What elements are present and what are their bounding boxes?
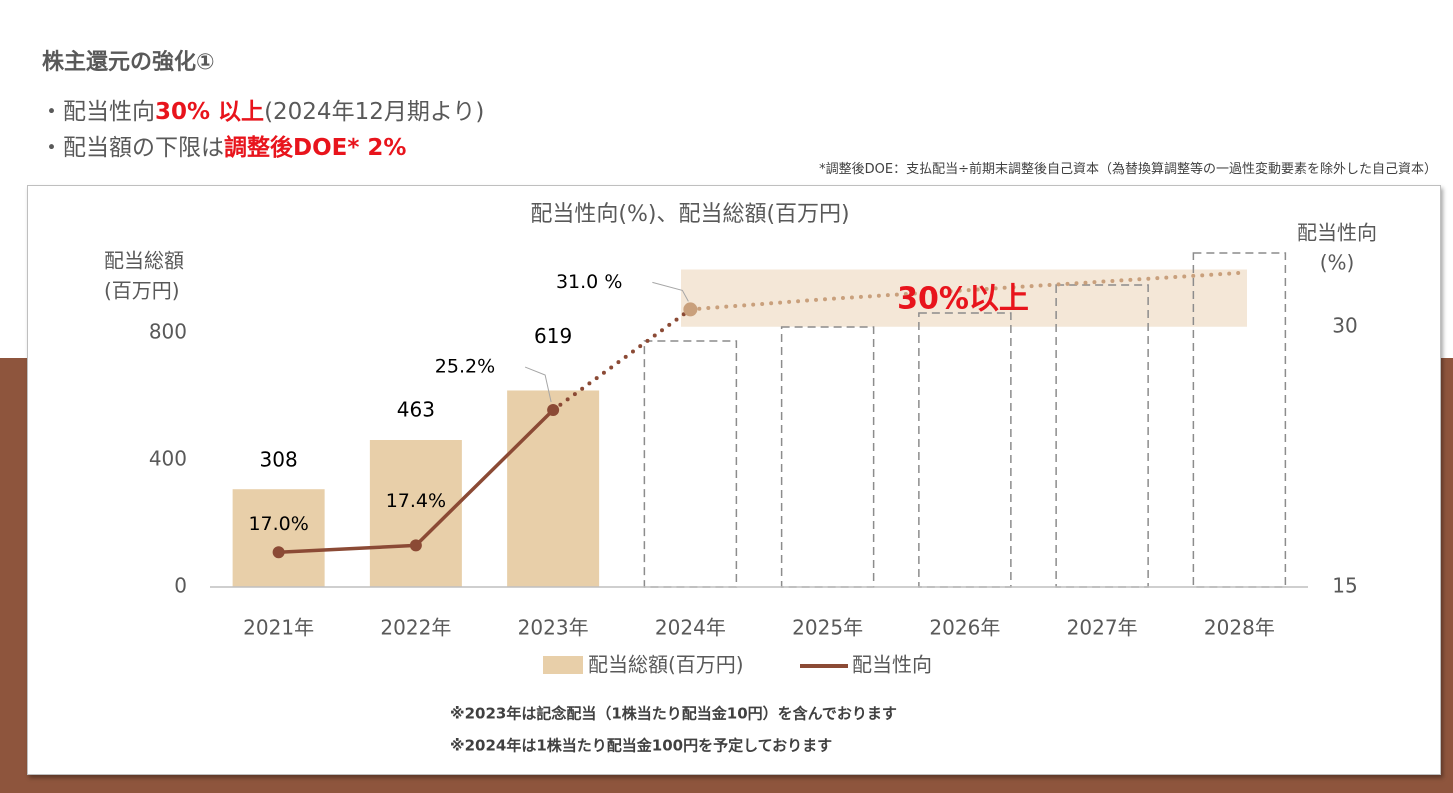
x-tick-label: 2024年 xyxy=(655,616,726,640)
x-tick-label: 2026年 xyxy=(929,616,1000,640)
footnote: *調整後DOE：支払配当÷前期末調整後自己資本（為替換算調整等の一過性変動要素を… xyxy=(819,162,1437,177)
bullet-text: ・配当額の下限は xyxy=(40,135,224,161)
bar-value-label: 619 xyxy=(534,324,572,348)
payout-point xyxy=(272,546,285,559)
bar xyxy=(507,390,600,587)
payout-value-label: 17.4% xyxy=(386,490,446,512)
y-tick-label: 400 xyxy=(149,447,187,471)
planned-bar xyxy=(1055,284,1149,588)
x-tick-label: 2022年 xyxy=(380,616,451,640)
bullet-text: 30% 以上 xyxy=(155,99,265,125)
band-label: 30%以上 xyxy=(897,282,1029,317)
payout-value-label: 31.0 % xyxy=(556,271,622,293)
payout-point xyxy=(547,404,560,417)
legend-label: 配当性向 xyxy=(852,653,932,677)
bullet: ・配当額の下限は調整後DOE* 2% xyxy=(40,128,406,162)
note: ※2024年は1株当たり配当金100円を予定しております xyxy=(450,737,832,755)
y-axis-title: (百万円) xyxy=(104,279,180,303)
y-tick-label: 0 xyxy=(174,574,187,598)
legend-label: 配当総額(百万円) xyxy=(588,653,744,677)
leader-line xyxy=(652,281,689,302)
payout-point xyxy=(683,302,698,317)
slide-title: 株主還元の強化① xyxy=(42,50,215,75)
target-band xyxy=(681,269,1247,327)
bullet: ・配当性向30% 以上(2024年12月期より) xyxy=(40,92,484,126)
y2-tick-label: 30 xyxy=(1332,313,1357,337)
planned-bar xyxy=(780,326,875,588)
leader-line xyxy=(524,366,552,403)
payout-segment xyxy=(276,543,418,555)
y2-tick-label: 15 xyxy=(1332,574,1357,598)
bullet-text: 調整後DOE* 2% xyxy=(224,135,407,161)
y-axis-title: 配当総額 xyxy=(104,249,184,273)
planned-bar xyxy=(918,312,1012,588)
payout-segment xyxy=(414,408,555,548)
planned-bar xyxy=(643,340,738,588)
bar-value-label: 308 xyxy=(260,448,298,472)
x-tick-label: 2023年 xyxy=(518,616,589,640)
note: ※2023年は記念配当（1株当たり配当金10円）を含んでおります xyxy=(450,705,897,723)
bullet-text: (2024年12月期より) xyxy=(264,99,485,125)
y2-axis-title: (%) xyxy=(1320,251,1355,275)
payout-value-label: 17.0% xyxy=(248,513,308,535)
x-tick-label: 2021年 xyxy=(243,616,314,640)
bar xyxy=(232,489,325,587)
payout-value-label: 25.2% xyxy=(435,356,495,378)
legend-swatch xyxy=(543,656,583,674)
y-tick-label: 800 xyxy=(149,320,187,344)
x-tick-label: 2025年 xyxy=(792,616,863,640)
chart-title: 配当性向(%)、配当総額(百万円) xyxy=(530,202,849,227)
payout-point xyxy=(409,539,422,552)
bar-value-label: 463 xyxy=(397,397,435,421)
y2-axis-title: 配当性向 xyxy=(1297,221,1377,245)
x-tick-label: 2028年 xyxy=(1204,616,1275,640)
payout-segment xyxy=(551,307,693,413)
x-tick-label: 2027年 xyxy=(1067,616,1138,640)
bullet-text: ・配当性向 xyxy=(40,99,155,125)
trend-line xyxy=(688,270,1242,312)
